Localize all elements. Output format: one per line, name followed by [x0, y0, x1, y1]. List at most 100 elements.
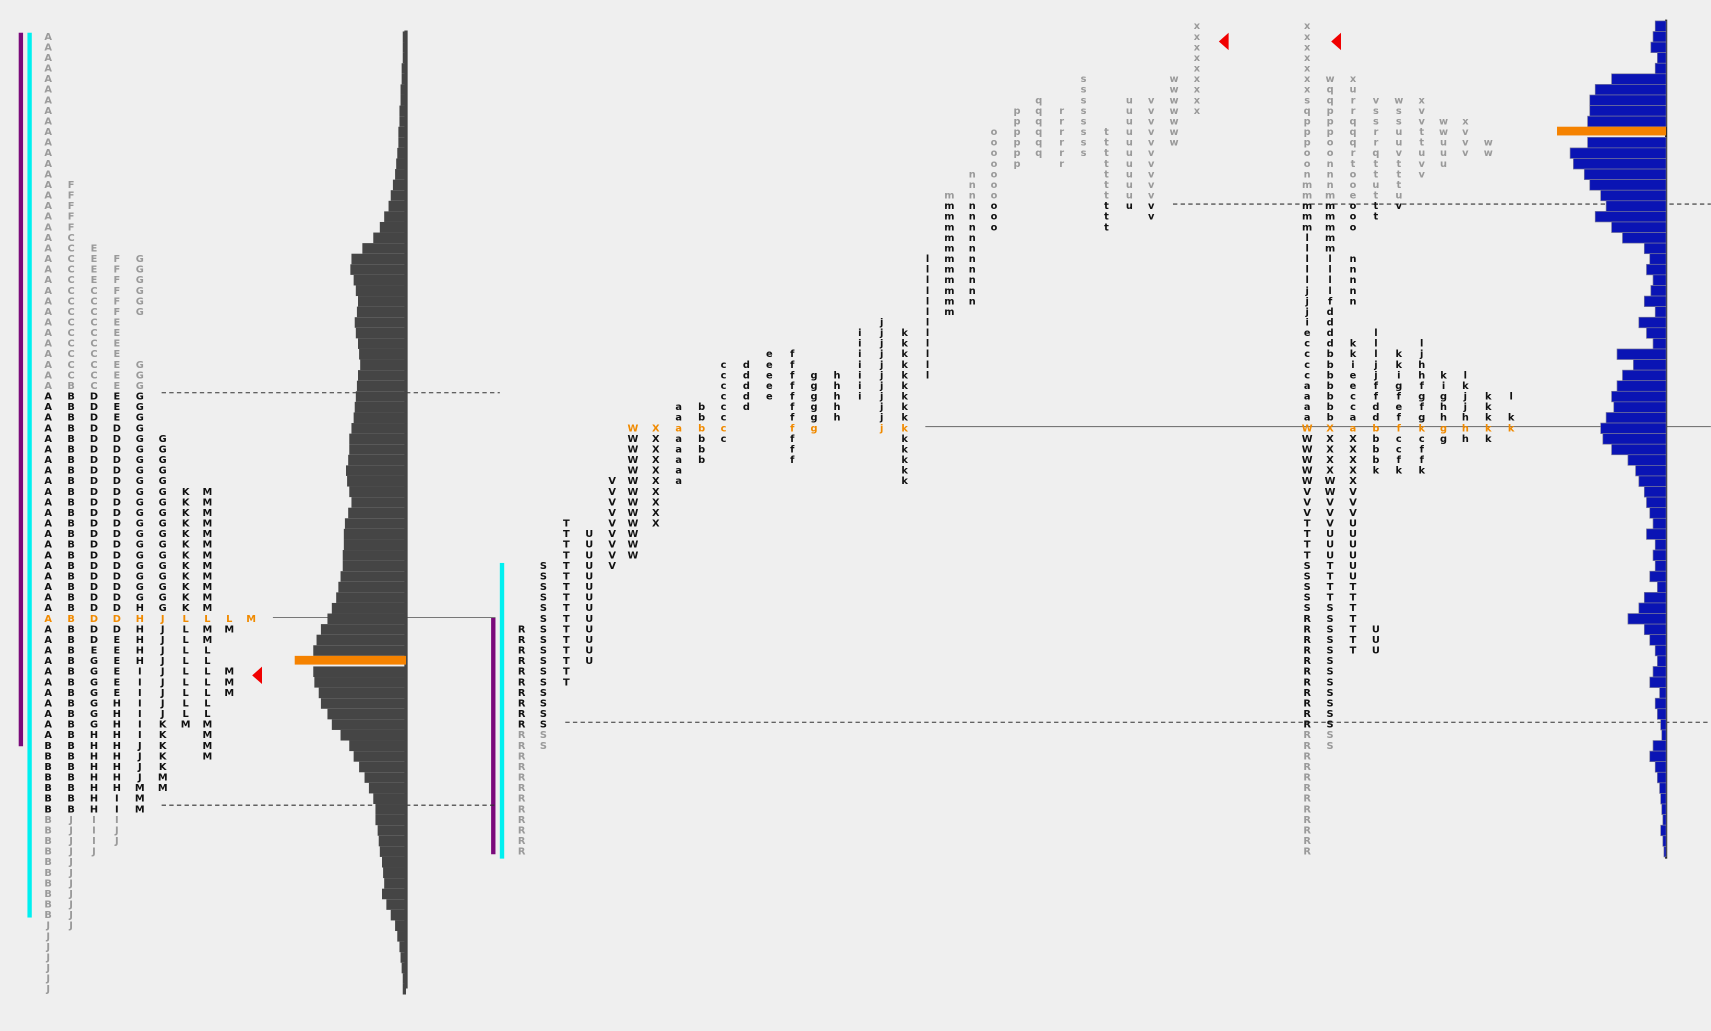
- volume-bar: [1613, 401, 1667, 413]
- volume-bar: [1638, 602, 1667, 614]
- volume-bar: [353, 274, 407, 286]
- volume-bar: [1650, 285, 1667, 297]
- volume-bar: [1652, 274, 1667, 286]
- volume-bar: [400, 952, 407, 963]
- volume-bar: [392, 179, 407, 191]
- balance-bar: [18, 32, 24, 747]
- volume-bar: [390, 190, 407, 201]
- volume-bar: [395, 169, 407, 180]
- volume-bar: [1652, 740, 1667, 752]
- volume-bar: [384, 878, 407, 889]
- volume-bar: [1652, 31, 1667, 43]
- volume-bar: [368, 782, 407, 794]
- volume-bar: [358, 370, 407, 381]
- volume-bar: [327, 613, 407, 625]
- volume-bar: [1649, 253, 1667, 265]
- volume-bar: [1605, 412, 1667, 424]
- volume-bar: [1633, 359, 1667, 371]
- volume-bar: [1643, 295, 1667, 307]
- volume-bar: [383, 867, 407, 879]
- volume-bar: [1616, 348, 1667, 360]
- volume-bar: [1573, 158, 1667, 170]
- volume-bar: [1594, 211, 1667, 223]
- volume-bar: [1654, 62, 1667, 75]
- volume-bar: [1627, 454, 1667, 466]
- volume-bar: [336, 592, 407, 603]
- volume-bar: [1654, 306, 1667, 318]
- marker: [1218, 32, 1229, 51]
- volume-bar: [313, 666, 407, 678]
- volume-bar: [375, 814, 407, 826]
- volume-bar: [1643, 486, 1667, 498]
- volume-bar: [401, 63, 407, 74]
- volume-bar: [343, 528, 407, 540]
- volume-bar: [343, 539, 407, 551]
- volume-bar: [294, 655, 407, 665]
- volume-bar: [1649, 750, 1667, 763]
- volume-bar: [351, 423, 407, 434]
- volume-bar: [1643, 592, 1667, 604]
- volume-bar: [358, 296, 407, 307]
- volume-bar: [347, 475, 407, 487]
- volume-bar: [1649, 634, 1667, 646]
- volume-bar: [1569, 147, 1667, 159]
- volume-bar: [1652, 549, 1667, 561]
- volume-bar: [1657, 581, 1667, 593]
- volume-bar: [399, 116, 407, 127]
- volume-bar: [382, 856, 407, 868]
- volume-bar: [353, 412, 407, 424]
- volume-bar: [1587, 115, 1667, 128]
- volume-bar: [379, 846, 407, 857]
- volume-bar: [316, 634, 407, 646]
- volume-bar: [355, 327, 407, 339]
- volume-bar: [348, 507, 407, 519]
- range-bar: [499, 562, 505, 859]
- volume-bar: [318, 687, 407, 699]
- volume-bar: [1661, 729, 1667, 741]
- volume-bar: [1652, 517, 1667, 530]
- volume-bar: [402, 973, 407, 984]
- volume-bar: [1646, 528, 1667, 540]
- volume-bar: [349, 433, 407, 445]
- volume-bar: [1662, 814, 1667, 826]
- volume-bar: [1616, 380, 1667, 392]
- volume-bar: [342, 550, 407, 561]
- volume-bar: [1654, 560, 1667, 572]
- volume-bar: [1587, 136, 1667, 149]
- volume-bar: [1654, 761, 1667, 773]
- balance-bar: [491, 617, 496, 855]
- volume-bar: [377, 825, 407, 836]
- volume-bar: [351, 253, 407, 265]
- volume-bar: [349, 486, 407, 498]
- volume-bar: [1622, 369, 1667, 382]
- volume-bar: [1605, 200, 1667, 212]
- volume-bar: [1646, 327, 1667, 339]
- volume-bar: [351, 497, 407, 508]
- volume-bar: [1611, 390, 1667, 403]
- volume-bar: [355, 285, 407, 297]
- volume-bar: [1657, 52, 1667, 64]
- volume-bar: [327, 708, 407, 720]
- tpo-column: M: [246, 614, 256, 625]
- volume-bar: [1600, 422, 1667, 434]
